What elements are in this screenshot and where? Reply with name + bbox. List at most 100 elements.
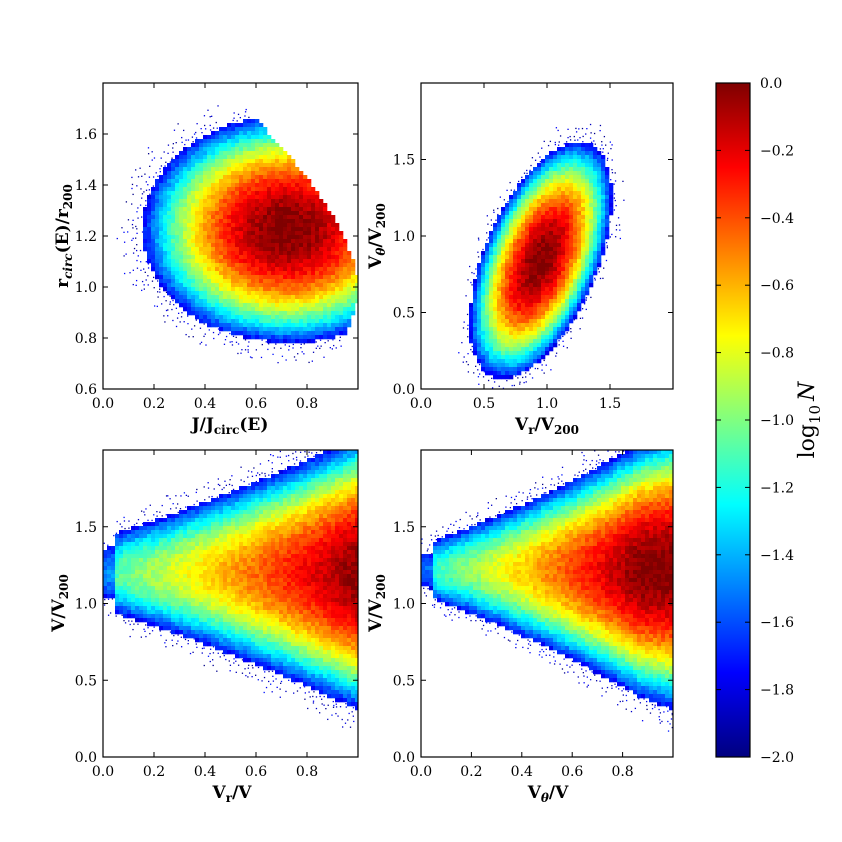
heat-cell — [533, 247, 538, 252]
speckle — [132, 283, 134, 286]
heat-cell — [187, 207, 192, 212]
heat-cell — [271, 291, 276, 296]
heat-cell — [529, 279, 534, 284]
heat-cell — [215, 279, 220, 284]
heat-cell — [343, 323, 348, 328]
heat-cell — [601, 235, 606, 240]
heat-cell — [319, 251, 324, 256]
heat-cell — [545, 255, 550, 260]
speckle — [605, 259, 608, 262]
heat-cell — [299, 339, 304, 344]
heat-cell — [187, 159, 192, 164]
speckle — [181, 141, 183, 144]
heat-cell — [171, 618, 176, 623]
heat-cell — [593, 231, 598, 236]
heat-cell — [569, 271, 574, 276]
heat-cell — [239, 287, 244, 292]
heat-cell — [175, 271, 180, 276]
heat-cell — [163, 614, 168, 619]
heat-cell — [191, 518, 196, 523]
heat-cell — [299, 255, 304, 260]
speckle — [175, 307, 178, 309]
speckle — [164, 165, 166, 167]
heat-cell — [159, 231, 164, 236]
heat-cell — [533, 287, 538, 292]
speckle — [160, 157, 162, 159]
heat-cell — [207, 135, 212, 140]
heat-cell — [195, 255, 200, 260]
heat-cell — [151, 239, 156, 244]
heat-cell — [339, 299, 344, 304]
heat-cell — [541, 335, 546, 340]
heat-cell — [223, 307, 228, 312]
heat-cell — [191, 311, 196, 316]
heat-cell — [331, 291, 336, 296]
speckle — [267, 348, 269, 351]
heat-cell — [243, 223, 248, 228]
heat-cell — [505, 243, 510, 248]
heat-cell — [505, 271, 510, 276]
heat-cell — [343, 331, 348, 336]
heat-cell — [243, 295, 248, 300]
heat-cell — [227, 263, 232, 268]
heat-cell — [207, 311, 212, 316]
heat-cell — [501, 251, 506, 256]
heat-cell — [339, 271, 344, 276]
speckle — [478, 389, 479, 390]
heat-cell — [553, 211, 558, 216]
heat-cell — [191, 143, 196, 148]
heat-cell — [111, 594, 116, 599]
heat-cell — [183, 159, 188, 164]
heat-cell — [549, 343, 554, 348]
heat-cell — [227, 319, 232, 324]
heat-cell — [331, 255, 336, 260]
heat-cell — [163, 179, 168, 184]
heat-cell — [231, 171, 236, 176]
heat-cell — [243, 235, 248, 240]
heat-cell — [577, 219, 582, 224]
heat-cell — [271, 311, 276, 316]
heat-cell — [493, 375, 498, 380]
heat-cell — [247, 303, 252, 308]
speckle — [511, 384, 513, 387]
heat-cell — [291, 319, 296, 324]
heat-cell — [303, 339, 308, 344]
heat-cell — [517, 331, 522, 336]
heat-cell — [231, 211, 236, 216]
heat-cell — [139, 602, 144, 607]
heat-cell — [537, 291, 542, 296]
heat-cell — [231, 199, 236, 204]
heat-cell — [505, 247, 510, 252]
heat-cell — [263, 243, 268, 248]
heat-cell — [343, 275, 348, 280]
heat-cell — [195, 251, 200, 256]
speckle — [145, 508, 147, 510]
heat-cell — [223, 227, 228, 232]
heat-cell — [119, 582, 124, 587]
heat-cell — [171, 231, 176, 236]
heat-cell — [159, 522, 164, 527]
heat-cell — [521, 239, 526, 244]
heat-cell — [307, 215, 312, 220]
heat-cell — [203, 638, 208, 643]
heat-cell — [283, 323, 288, 328]
heat-cell — [517, 239, 522, 244]
heat-cell — [103, 586, 108, 591]
heat-cell — [235, 195, 240, 200]
heat-cell — [151, 578, 156, 583]
speckle — [143, 284, 145, 286]
speckle — [517, 180, 520, 183]
heat-cell — [115, 550, 120, 555]
heat-cell — [271, 335, 276, 340]
heat-cell — [259, 155, 264, 160]
speckle — [132, 269, 134, 271]
heat-cell — [107, 570, 112, 575]
heat-cell — [505, 231, 510, 236]
panel-radial-tangential-velocity: 0.0 0.5 1.0 1.50.00.51.01.5 Vr/V200 Vθ/V200 — [366, 82, 674, 437]
heat-cell — [581, 163, 586, 168]
heat-cell — [199, 602, 204, 607]
heat-cell — [171, 526, 176, 531]
heat-cell — [545, 319, 550, 324]
speckle — [320, 345, 322, 347]
speckle — [195, 131, 197, 134]
